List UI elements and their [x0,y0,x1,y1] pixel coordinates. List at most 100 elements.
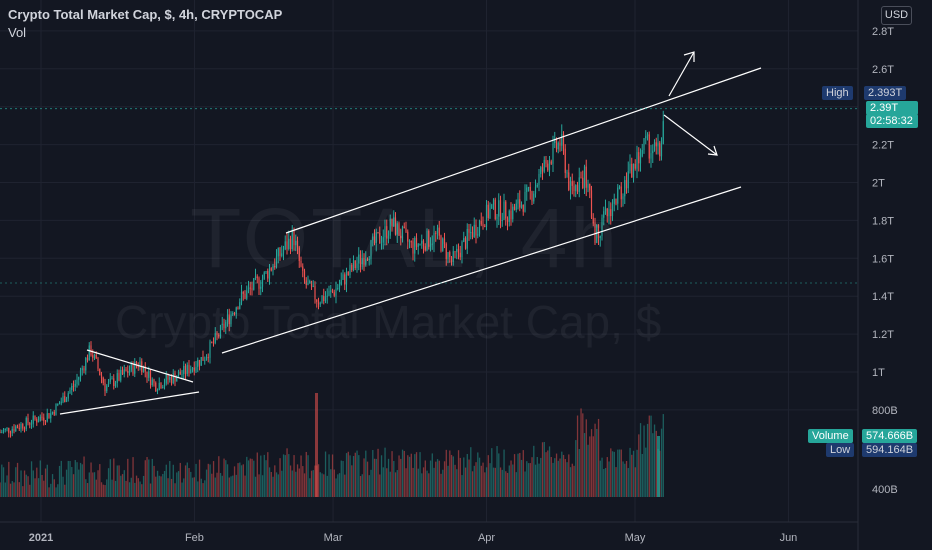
candle-body [545,159,547,164]
volume-bar [30,461,33,497]
volume-bar [653,424,656,497]
volume-bar [503,449,505,497]
candle-body [211,341,213,343]
volume-bar [309,478,311,497]
candle-body [221,323,223,325]
candle-body [342,274,344,280]
volume-bar [176,472,178,497]
candle-body [37,421,40,423]
candle-body [517,199,519,204]
candle-body [529,186,531,192]
candle-body [256,276,258,279]
candle-body [543,159,545,172]
candle-body [382,237,384,243]
time-tick-label: Apr [478,532,495,544]
volume-bar [650,415,652,497]
candle-body [442,238,444,251]
candle-body [247,287,250,291]
candle-body [310,280,313,287]
volume-bar [561,451,563,497]
volume-bar [244,475,246,497]
volume-bar [32,470,34,497]
chart-title[interactable]: Crypto Total Market Cap, $, 4h, CRYPTOCA… [8,7,283,22]
volume-bar [431,453,433,497]
candle-body [260,286,262,289]
volume-bar [72,474,75,497]
volume-bar [200,478,202,497]
candle-body [578,177,580,192]
volume-bar [582,413,584,497]
candle-body [0,432,1,434]
candle-body [135,361,138,366]
volume-bar [162,473,164,497]
volume-indicator-label[interactable]: Vol [8,25,27,40]
candle-body [531,191,533,202]
candle-body [242,291,244,294]
volume-bar [1,464,3,497]
volume-bar [128,482,131,497]
volume-bar [172,464,174,497]
volume-bar [594,423,596,497]
candle-body [484,225,486,227]
volume-bar [225,460,227,497]
volume-bar [482,462,484,497]
volume-bar [179,462,181,497]
volume-bar [639,423,642,497]
time-tick-label: May [625,532,646,544]
volume-bar [132,457,134,497]
price-tick-label: 1.4T [872,291,894,303]
candle-body [592,217,594,224]
volume-bar [205,469,208,497]
volume-bar [596,428,598,497]
volume-bar [608,461,610,497]
volume-bar [29,484,31,497]
candle-body [46,413,48,422]
volume-bar [23,470,26,497]
candle-body [274,266,276,268]
volume-bar [46,464,48,497]
candle-body [345,271,348,285]
volume-bar [643,425,645,497]
candle-body [419,243,421,245]
candle-body [65,398,68,403]
volume-bar [121,474,124,497]
candle-body [153,379,155,383]
volume-bar [604,467,607,497]
volume-bar [536,456,538,497]
volume-bar [218,456,220,497]
candle-body [487,204,489,218]
volume-bar [477,452,479,497]
candle-body [461,241,463,258]
volume-bar [50,483,52,497]
candle-body [569,181,572,190]
low-label-tag: Low [826,443,855,457]
candle-body [426,230,428,251]
volume-bar [585,419,587,497]
volume-bar [233,466,236,497]
candle-body [2,430,5,433]
candle-body [212,342,215,344]
volume-bar [78,469,80,497]
volume-bar [445,449,447,497]
volume-bar [590,429,593,497]
volume-bar [443,461,446,497]
candle-body [307,282,309,285]
candle-body [421,240,423,244]
volume-bar [564,459,566,497]
volume-bar [442,469,444,497]
volume-bar [351,465,353,497]
candle-body [393,217,395,227]
volume-bar [188,468,190,497]
candle-body [44,420,47,422]
candle-body [191,367,194,370]
candle-body [235,307,237,314]
volume-bar [352,456,355,497]
volume-bar [382,467,384,497]
volume-bar [251,458,253,497]
candle-body [100,375,103,378]
volume-bar [485,467,488,497]
candle-body [200,357,202,366]
currency-button[interactable]: USD [881,6,912,25]
volume-bar [368,475,370,497]
